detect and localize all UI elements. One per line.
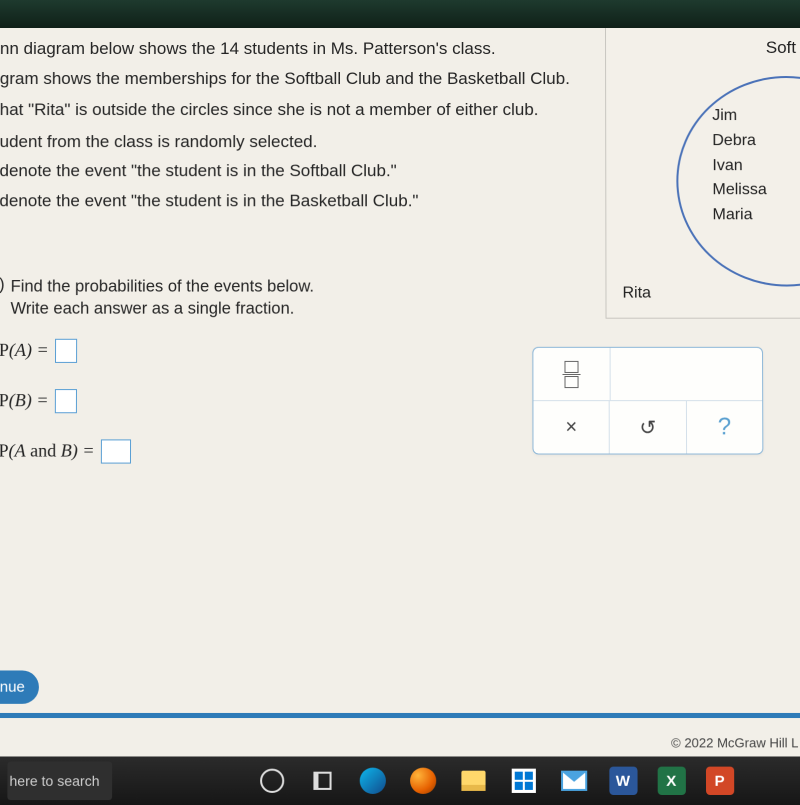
venn-name: Debra [712, 129, 800, 154]
problem-line-1: nn diagram below shows the 14 students i… [0, 36, 636, 62]
screen: nn diagram below shows the 14 students i… [0, 28, 800, 805]
ms-store-icon[interactable] [508, 766, 538, 796]
help-tool-button[interactable]: ? [687, 401, 763, 453]
laptop-bezel-top [0, 0, 800, 28]
undo-icon: ↺ [639, 415, 656, 440]
venn-name: Maria [712, 203, 800, 228]
pa-answer-input[interactable] [55, 338, 77, 362]
probability-a-and-b-row: P(A and B) = [0, 439, 557, 463]
pb-answer-input[interactable] [54, 389, 76, 413]
undo-tool-button[interactable]: ↺ [610, 401, 687, 453]
fraction-icon [562, 359, 580, 388]
powerpoint-icon[interactable]: P [705, 767, 733, 795]
venn-name: Ivan [712, 154, 800, 179]
continue-label: nue [0, 679, 25, 696]
file-explorer-icon[interactable] [458, 766, 488, 796]
venn-diagram-panel: Soft Jim Debra Ivan Melissa Maria Rita [605, 28, 800, 319]
task-view-icon[interactable] [307, 766, 337, 796]
taskbar-icons: W X P [257, 766, 734, 796]
clear-tool-button[interactable]: × [533, 401, 610, 453]
problem-statement: nn diagram below shows the 14 students i… [0, 28, 640, 221]
cortana-icon[interactable] [257, 766, 287, 796]
word-icon[interactable]: W [609, 767, 637, 795]
excel-icon[interactable]: X [657, 767, 685, 795]
continue-button[interactable]: nue [0, 670, 39, 703]
pa-label: P(A) = [0, 340, 49, 361]
question-prompt-2: Write each answer as a single fraction. [11, 298, 314, 320]
taskbar-search[interactable]: here to search [7, 762, 111, 800]
help-icon: ? [718, 413, 731, 441]
times-icon: × [565, 416, 577, 439]
probability-b-row: P(B) = [0, 389, 557, 413]
question-marker: ) [0, 275, 5, 320]
fraction-tool-button[interactable] [533, 348, 610, 400]
problem-line-6: denote the event "the student is in the … [0, 188, 636, 214]
problem-line-2: gram shows the memberships for the Softb… [0, 66, 636, 92]
copyright-text: © 2022 McGraw Hill L [671, 735, 798, 750]
problem-line-4: udent from the class is randomly selecte… [0, 129, 636, 155]
question-block: ) Find the probabilities of the events b… [0, 257, 561, 467]
venn-circle-softball: Jim Debra Ivan Melissa Maria [676, 76, 800, 287]
problem-line-5: denote the event "the student is in the … [0, 158, 636, 184]
firefox-icon[interactable] [408, 766, 438, 796]
edge-icon[interactable] [357, 766, 387, 796]
pb-label: P(B) = [0, 390, 49, 411]
pab-answer-input[interactable] [101, 439, 131, 463]
question-prompt-1: Find the probabilities of the events bel… [11, 275, 314, 297]
venn-outside-name: Rita [622, 285, 651, 303]
section-divider [0, 713, 800, 718]
pab-label: P(A and B) = [0, 440, 95, 461]
math-tool-palette: × ↺ ? [532, 347, 763, 455]
exercise-content: nn diagram below shows the 14 students i… [0, 28, 800, 805]
search-placeholder: here to search [9, 773, 99, 789]
venn-name: Jim [712, 104, 800, 129]
probability-a-row: P(A) = [0, 338, 556, 362]
venn-name: Melissa [712, 179, 800, 204]
venn-set-title: Soft [766, 38, 796, 58]
problem-line-3: hat "Rita" is outside the circles since … [0, 97, 636, 123]
windows-taskbar[interactable]: here to search W X P [0, 756, 800, 805]
mail-icon[interactable] [559, 766, 589, 796]
